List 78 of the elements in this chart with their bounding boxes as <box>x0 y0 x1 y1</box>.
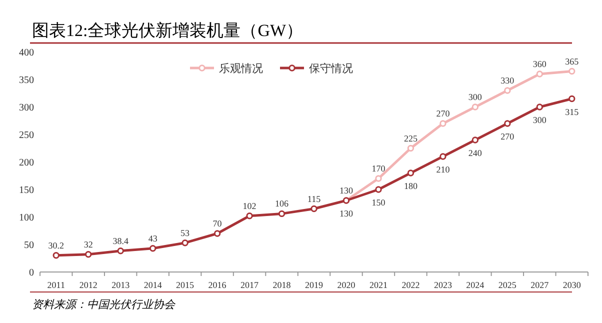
x-tick-label: 2019 <box>305 280 324 290</box>
y-tick-label: 100 <box>19 212 34 224</box>
data-label: 270 <box>436 108 450 118</box>
x-tick-label: 2012 <box>79 280 98 290</box>
point <box>117 248 124 254</box>
data-label: 365 <box>565 56 580 66</box>
legend-label: 乐观情况 <box>219 62 263 75</box>
data-label: 360 <box>532 59 547 69</box>
data-label: 315 <box>565 106 580 117</box>
y-tick-label: 50 <box>24 240 34 251</box>
data-label: 30.2 <box>48 240 64 250</box>
point <box>440 153 446 160</box>
point <box>472 104 479 110</box>
y-tick-label: 300 <box>19 102 34 114</box>
x-tick-label: 2016 <box>208 280 227 290</box>
point <box>568 95 576 102</box>
data-label: 43 <box>148 233 158 244</box>
point <box>310 205 318 212</box>
x-tick-label: 2011 <box>47 280 65 290</box>
data-label: 225 <box>404 133 418 144</box>
data-label: 130 <box>339 208 354 218</box>
data-label: 330 <box>500 76 515 86</box>
point <box>278 210 286 218</box>
x-tick-label: 2022 <box>402 280 420 290</box>
x-tick-label: 2024 <box>466 280 485 290</box>
point <box>375 186 382 193</box>
data-label: 102 <box>242 200 256 211</box>
point <box>52 252 60 259</box>
legend-label: 保守情况 <box>309 62 353 75</box>
x-tick-label: 2027 <box>530 280 550 290</box>
x-tick-label: 2013 <box>112 280 130 290</box>
point <box>407 170 414 176</box>
point <box>536 70 543 78</box>
chart-title: 图表12:全球光伏新增装机量（GW） <box>32 21 304 40</box>
point <box>85 251 92 258</box>
point <box>214 230 221 237</box>
point <box>536 104 543 110</box>
x-tick-label: 2014 <box>144 280 162 290</box>
point <box>182 240 188 246</box>
data-label: 150 <box>372 198 386 208</box>
data-label: 106 <box>275 198 290 209</box>
point <box>504 87 511 94</box>
data-label: 300 <box>532 115 547 125</box>
data-label: 53 <box>180 228 190 238</box>
point <box>375 175 382 182</box>
y-tick-label: 350 <box>19 75 34 86</box>
y-tick-label: 150 <box>19 185 34 196</box>
y-tick-label: 200 <box>19 158 34 168</box>
x-tick-label: 2025 <box>498 280 517 290</box>
data-label: 180 <box>404 181 418 191</box>
data-label: 70 <box>212 218 222 228</box>
data-label: 210 <box>436 164 450 174</box>
x-tick-label: 2030 <box>562 280 582 290</box>
data-label: 32 <box>84 239 93 250</box>
x-tick-label: 2015 <box>176 280 195 290</box>
point <box>440 120 446 127</box>
point <box>246 212 253 220</box>
point <box>504 120 511 127</box>
y-tick-label: 0 <box>29 268 34 278</box>
point <box>407 144 414 152</box>
y-tick-label: 250 <box>19 130 34 141</box>
point <box>568 68 576 75</box>
point <box>472 136 479 144</box>
point <box>149 245 156 252</box>
data-label: 300 <box>468 92 482 102</box>
x-tick-label: 2017 <box>240 280 260 290</box>
y-tick-label: 400 <box>19 48 34 58</box>
data-label: 270 <box>500 132 515 142</box>
x-tick-label: 2020 <box>337 280 356 290</box>
text: 资料来源：中国光伏行业协会 <box>32 298 176 311</box>
data-label: 130 <box>339 186 354 196</box>
data-label: 170 <box>372 164 386 174</box>
x-tick-label: 2018 <box>272 280 292 290</box>
x-tick-label: 2021 <box>369 280 388 290</box>
x-tick-label: 2023 <box>434 280 452 290</box>
data-label: 115 <box>307 194 322 204</box>
data-label: 240 <box>468 148 482 158</box>
data-label: 38.4 <box>112 236 129 246</box>
